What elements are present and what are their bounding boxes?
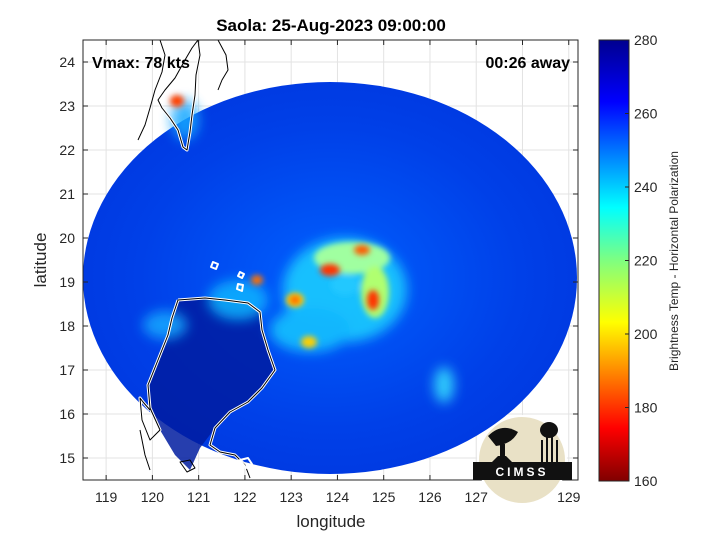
luzon-cyan xyxy=(208,280,268,320)
x-tick-label: 125 xyxy=(372,489,396,505)
island-1 xyxy=(210,261,219,270)
chart-title: Saola: 25-Aug-2023 09:00:00 xyxy=(216,16,446,35)
hot-core-1 xyxy=(320,264,340,276)
y-axis-label: latitude xyxy=(31,233,50,288)
dish-icon xyxy=(488,427,518,462)
island-5 xyxy=(239,457,253,469)
away-annotation: 00:26 away xyxy=(485,55,570,72)
logo-text: CIMSS xyxy=(495,465,548,479)
x-tick-label: 127 xyxy=(465,489,489,505)
y-tick-label: 22 xyxy=(59,142,75,158)
colorbar: 160 180 200 220 240 260 280 Brightness Temp - … xyxy=(598,32,681,489)
y-tick-label: 24 xyxy=(59,54,75,70)
vmax-annotation: Vmax: 78 kts xyxy=(92,55,190,72)
rainband-cyan-sw xyxy=(270,308,350,352)
x-tick-label: 124 xyxy=(326,489,350,505)
eye xyxy=(331,275,359,295)
colorbar-tick-label: 240 xyxy=(634,179,658,195)
hot-core-5 xyxy=(251,275,263,285)
x-tick-label: 123 xyxy=(279,489,303,505)
island-3 xyxy=(237,271,245,279)
colorbar-tick-label: 280 xyxy=(634,32,658,48)
tower-icon xyxy=(540,422,558,462)
y-tick-label: 21 xyxy=(59,186,75,202)
cimss-logo: CIMSS xyxy=(473,415,572,505)
hot-core-3 xyxy=(367,290,379,310)
x-tick-label: 122 xyxy=(233,489,257,505)
x-tick-label: 129 xyxy=(557,489,581,505)
hot-core-2 xyxy=(354,245,370,255)
y-tick-label: 18 xyxy=(59,318,75,334)
x-axis-label: longitude xyxy=(296,512,365,531)
axes-frame xyxy=(82,39,579,481)
x-tick-label: 119 xyxy=(95,489,118,505)
y-axis-ticks: 15 16 17 18 19 20 21 22 23 24 xyxy=(59,54,578,466)
taiwan-hot xyxy=(170,95,184,107)
colorbar-tick-label: 200 xyxy=(634,326,658,342)
y-tick-label: 20 xyxy=(59,230,75,246)
colorbar-tick-label: 180 xyxy=(634,400,658,416)
colorbar-ticks: 160 180 200 220 240 260 280 xyxy=(625,32,658,489)
island-4 xyxy=(179,459,196,473)
colorbar-label: Brightness Temp - Horizontal Polarizatio… xyxy=(667,151,681,371)
colorbar-ramp xyxy=(598,39,630,482)
coastlines xyxy=(137,40,277,479)
colorbar-tick-label: 160 xyxy=(634,473,658,489)
east-cell-cyan xyxy=(434,367,454,403)
colorbar-tick-label: 220 xyxy=(634,253,658,269)
y-tick-label: 16 xyxy=(59,406,75,422)
swath xyxy=(83,82,577,474)
y-tick-label: 15 xyxy=(59,450,75,466)
y-tick-label: 23 xyxy=(59,98,75,114)
colorbar-tick-label: 260 xyxy=(634,106,658,122)
x-tick-label: 126 xyxy=(418,489,442,505)
island-2 xyxy=(236,283,244,292)
y-tick-label: 17 xyxy=(59,362,75,378)
x-tick-label: 120 xyxy=(141,489,165,505)
y-tick-label: 19 xyxy=(59,274,75,290)
luzon-land-fill xyxy=(148,298,275,470)
hot-core-4 xyxy=(290,296,300,304)
x-axis-ticks: 119120121122123124125126127128129 xyxy=(95,40,581,505)
rainband-south-yellow xyxy=(301,336,317,348)
china-coast xyxy=(137,40,166,141)
x-tick-label: 121 xyxy=(187,489,211,505)
west-cyan xyxy=(143,311,187,339)
